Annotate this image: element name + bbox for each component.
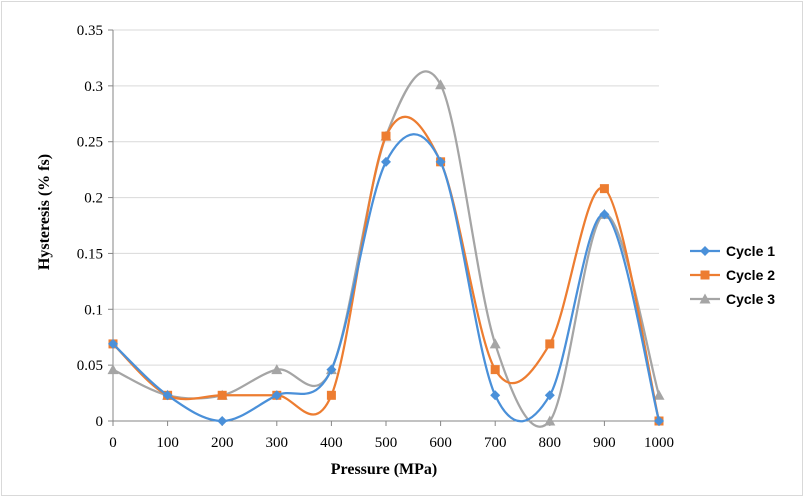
- legend-marker-cycle-2: [700, 270, 710, 280]
- data-point-cycle-3: [544, 415, 556, 426]
- data-point-cycle-1: [217, 416, 228, 426]
- x-axis-title: Pressure (MPa): [331, 461, 437, 478]
- legend-label-cycle-3: Cycle 3: [726, 291, 775, 307]
- data-point-cycle-1: [271, 390, 282, 401]
- legend-label-cycle-1: Cycle 1: [726, 243, 775, 259]
- legend-item-cycle-3: Cycle 3: [690, 291, 775, 307]
- x-tick-label: 900: [593, 435, 616, 451]
- series-line-cycle-2: [112, 115, 661, 422]
- legend-marker-cycle-3: [699, 293, 711, 304]
- x-tick-label: 200: [211, 435, 234, 451]
- data-point-cycle-2: [545, 339, 555, 349]
- y-tick-label: 0.05: [77, 358, 103, 374]
- data-point-cycle-1: [326, 364, 337, 375]
- y-tick-label: 0: [96, 414, 104, 430]
- y-tick-label: 0.25: [77, 135, 103, 151]
- x-tick-label: 400: [320, 435, 343, 451]
- y-tick-label: 0.2: [84, 191, 103, 207]
- series-line-cycle-1: [112, 133, 661, 423]
- x-tick-label: 800: [539, 435, 562, 451]
- x-tick-label: 1000: [644, 435, 674, 451]
- x-tick-label: 700: [484, 435, 507, 451]
- x-tick-label: 600: [429, 435, 452, 451]
- data-point-cycle-3: [653, 389, 665, 400]
- x-tick-label: 500: [375, 435, 398, 451]
- data-point-cycle-3: [107, 364, 119, 375]
- data-point-cycle-2: [217, 390, 227, 400]
- data-point-cycle-1: [599, 209, 610, 220]
- legend-label-cycle-2: Cycle 2: [726, 267, 775, 283]
- grid-lines: [113, 29, 659, 366]
- data-point-cycle-2: [381, 131, 391, 141]
- legend-marker-cycle-1: [700, 246, 710, 256]
- series-cycle-1: [108, 133, 664, 426]
- data-point-cycle-1: [162, 390, 173, 401]
- series-cycle-3: [107, 70, 665, 428]
- y-tick-label: 0.15: [77, 246, 103, 262]
- series-layer: [107, 70, 665, 428]
- data-point-cycle-3: [489, 338, 501, 349]
- data-point-cycle-1: [490, 390, 501, 401]
- data-point-cycle-1: [381, 156, 391, 167]
- legend: Cycle 1 Cycle 2 Cycle 3: [690, 243, 775, 307]
- data-point-cycle-2: [326, 390, 336, 400]
- y-tick-label: 0.3: [84, 79, 103, 95]
- data-point-cycle-2: [599, 184, 609, 194]
- x-tick-label: 100: [156, 435, 179, 451]
- y-tick-label: 0.1: [84, 302, 103, 318]
- axes: [108, 29, 660, 426]
- legend-item-cycle-2: Cycle 2: [690, 267, 775, 283]
- legend-item-cycle-1: Cycle 1: [690, 243, 775, 259]
- data-point-cycle-3: [435, 79, 447, 90]
- data-point-cycle-3: [271, 364, 283, 375]
- data-point-cycle-1: [654, 416, 664, 426]
- x-tick-label: 0: [109, 435, 117, 451]
- y-axis-title: Hysteresis (% fs): [36, 154, 53, 270]
- x-tick-label: 300: [266, 435, 289, 451]
- tick-labels: 0 0.05 0.1 0.15 0.2 0.25 0.3 0.35 0 100 200 300 400 5…: [77, 23, 674, 451]
- y-tick-label: 0.35: [77, 23, 103, 39]
- data-point-cycle-1: [435, 156, 446, 167]
- series-line-cycle-3: [112, 70, 661, 428]
- data-point-cycle-2: [490, 365, 500, 375]
- data-point-cycle-1: [544, 390, 555, 401]
- data-point-cycle-1: [108, 338, 118, 349]
